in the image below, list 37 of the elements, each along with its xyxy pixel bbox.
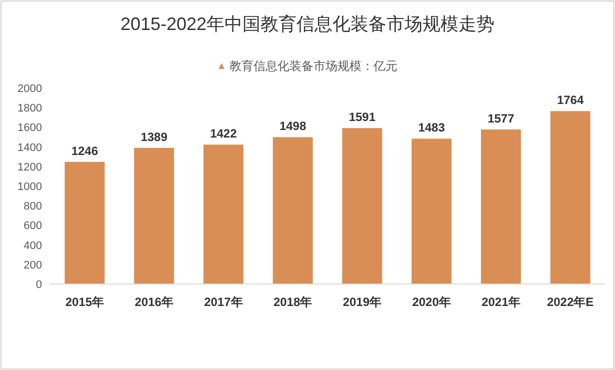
data-label: 1577 xyxy=(488,111,515,126)
bar xyxy=(272,137,313,284)
data-label: 1764 xyxy=(556,93,584,108)
legend-label: 教育信息化装备市场规模：亿元 xyxy=(230,59,398,73)
x-tick-label: 2021年 xyxy=(482,295,520,309)
y-tick-label: 0 xyxy=(36,279,42,291)
y-tick-label: 1600 xyxy=(18,122,42,134)
bar xyxy=(203,144,244,284)
x-tick-label: 2015年 xyxy=(65,295,104,309)
x-tick-label: 2018年 xyxy=(273,295,312,309)
y-tick-label: 1400 xyxy=(18,142,42,154)
y-tick-label: 800 xyxy=(24,200,42,213)
bar xyxy=(64,162,105,284)
data-label: 1498 xyxy=(279,119,306,134)
bar xyxy=(342,128,382,284)
chart-title: 2015-2022年中国教育信息化装备市场规模走势 xyxy=(120,14,495,34)
bar xyxy=(480,129,521,284)
x-tick-label: 2020年 xyxy=(412,295,451,309)
bar xyxy=(412,138,452,284)
y-tick-label: 1800 xyxy=(18,102,42,115)
data-label: 1422 xyxy=(210,126,238,141)
y-tick-label: 600 xyxy=(24,220,42,232)
x-tick-label: 2022年E xyxy=(546,295,594,309)
y-tick-label: 400 xyxy=(24,240,42,252)
data-label: 1389 xyxy=(140,130,168,144)
y-tick-label: 1000 xyxy=(18,181,42,193)
x-tick-label: 2017年 xyxy=(204,295,243,309)
bar xyxy=(134,148,174,284)
x-tick-label: 2019年 xyxy=(342,295,382,309)
y-tick-label: 200 xyxy=(24,259,42,272)
data-label: 1483 xyxy=(418,120,446,135)
y-tick-label: 1200 xyxy=(18,161,42,174)
data-label: 1246 xyxy=(71,144,98,158)
bar xyxy=(550,111,590,284)
data-label: 1591 xyxy=(348,110,376,124)
x-tick-label: 2016年 xyxy=(134,295,174,309)
y-tick-label: 2000 xyxy=(18,83,42,95)
